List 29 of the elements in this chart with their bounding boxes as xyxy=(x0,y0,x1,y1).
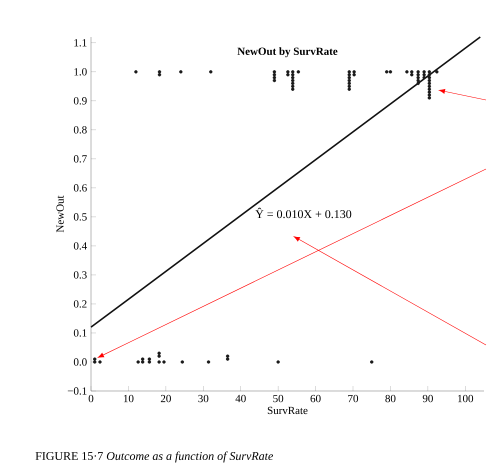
x-tick-label: 70 xyxy=(348,394,358,402)
y-tick-label: 0.0 xyxy=(74,358,87,366)
y-tick-label: −0.1 xyxy=(68,387,86,395)
y-axis-title: NewOut xyxy=(56,195,64,232)
x-tick-label: 90 xyxy=(422,394,433,402)
x-tick-label: 50 xyxy=(273,394,284,402)
y-tick-label: 0.8 xyxy=(74,126,87,134)
text: NewOut by SurvRate xyxy=(237,47,338,58)
x-tick-label: 20 xyxy=(160,394,171,402)
y-tick-label: 1.1 xyxy=(74,39,86,46)
x-tick-label: 10 xyxy=(124,394,134,402)
y-tick-label: 0.5 xyxy=(74,213,87,221)
y-tick-label: 0.4 xyxy=(74,242,87,250)
y-tick-label: 0.3 xyxy=(74,271,87,279)
y-tick-label: 0.1 xyxy=(74,329,86,337)
x-tick-label: 100 xyxy=(458,394,474,402)
y-tick-label: 0.7 xyxy=(74,155,87,163)
caption: FIGURE 15·7 Outcome as a function of SurvRate xyxy=(36,452,274,462)
x-axis-title: SurvRate xyxy=(268,406,308,414)
y-tick-label: 0.9 xyxy=(74,97,87,105)
x-tick-label: 60 xyxy=(310,394,321,402)
x-tick-label: 0 xyxy=(88,394,94,402)
x-tick-label: 80 xyxy=(385,394,396,402)
y-tick-label: 0.6 xyxy=(74,184,87,192)
y-tick-label: 1.0 xyxy=(74,68,87,76)
annotation: Ŷ = 0.010X + 0.130 xyxy=(255,208,352,218)
y-tick-label: 0.2 xyxy=(74,300,87,308)
x-tick-label: 30 xyxy=(198,394,208,402)
x-tick-label: 40 xyxy=(235,394,246,402)
